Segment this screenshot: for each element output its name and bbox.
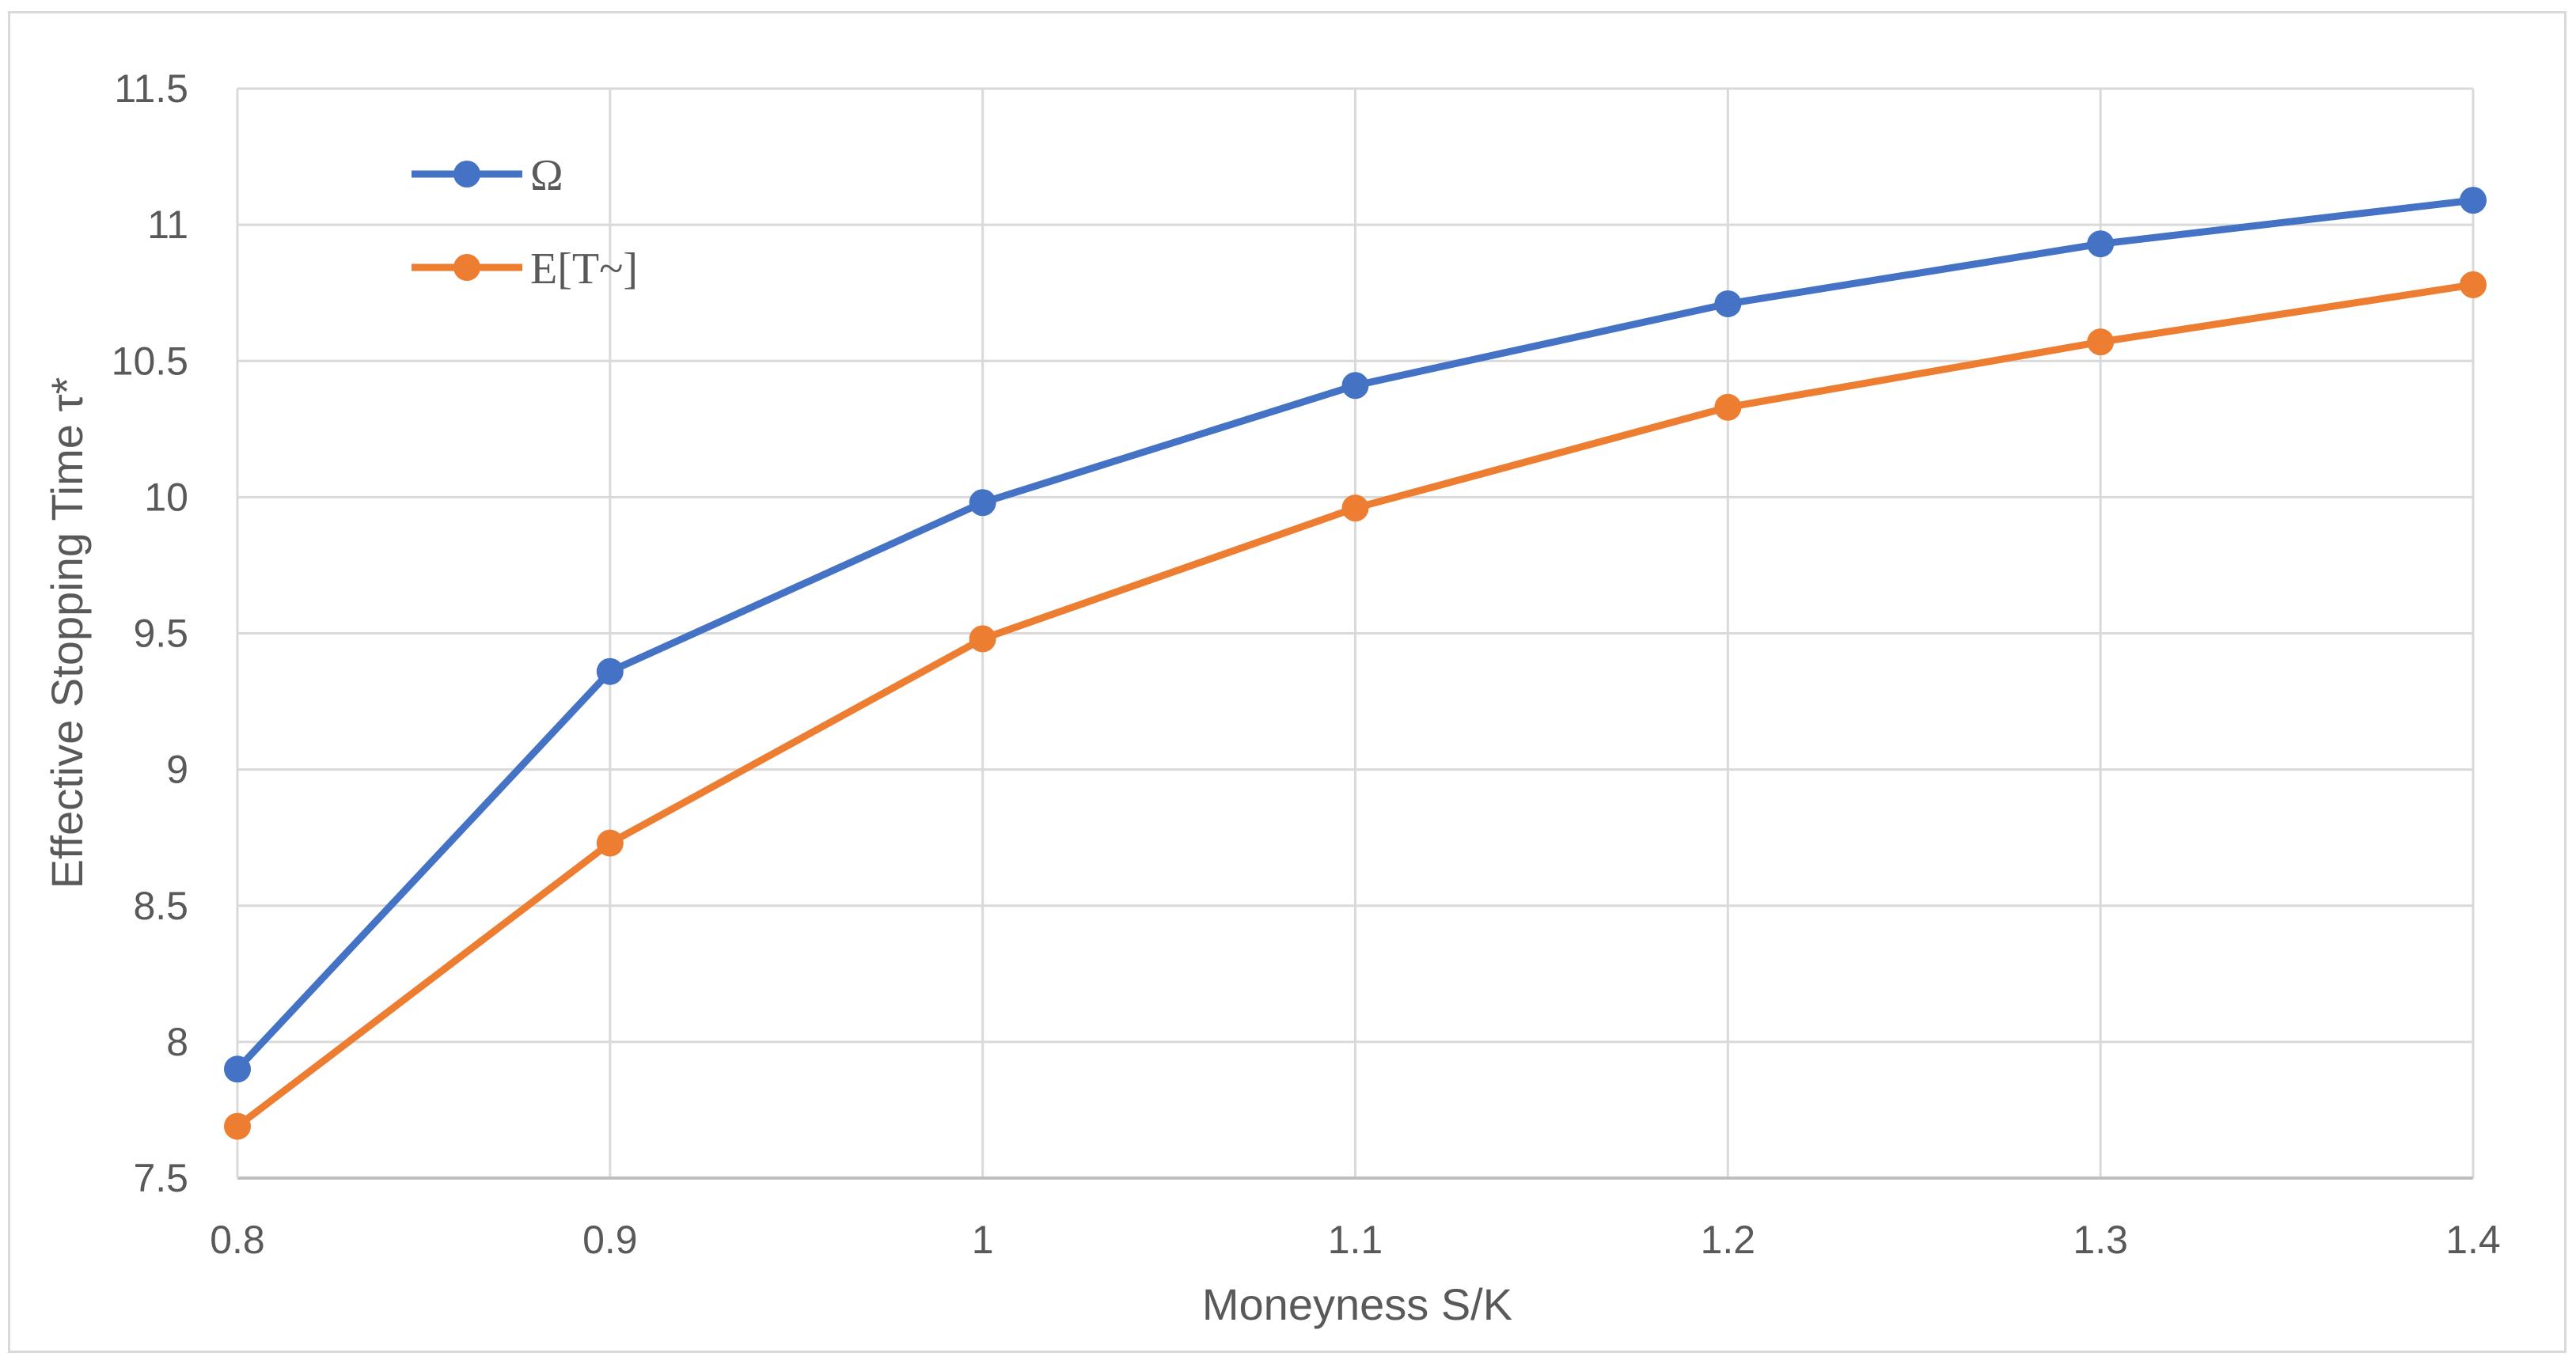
- y-tick-label: 9.5: [133, 612, 188, 656]
- x-tick-label: 1.4: [2445, 1218, 2501, 1262]
- y-axis-title: Effective Stopping Time τ*: [42, 377, 92, 889]
- legend-marker: [453, 254, 480, 281]
- legend-label: Ω: [530, 151, 563, 200]
- tick-labels: 7.5 8 8.5 9 9.5 10 10.5 11 11.5 0.8 0.9 1 1.1 1.2 1.3 1…: [112, 66, 2501, 1262]
- legend-item: E[T~]: [412, 244, 638, 294]
- data-point: [2087, 328, 2115, 356]
- axes: [236, 89, 2473, 1180]
- series-1: [224, 187, 2487, 1083]
- data-point: [2460, 271, 2487, 298]
- legend-marker: [453, 161, 480, 188]
- chart-frame: [8, 11, 2567, 1353]
- legend-label: E[T~]: [530, 244, 638, 294]
- data-point: [2087, 230, 2115, 258]
- data-point: [969, 489, 996, 517]
- y-tick-label: 10: [144, 475, 188, 519]
- x-tick-label: 1.3: [2073, 1218, 2128, 1262]
- y-tick-label: 7.5: [133, 1156, 188, 1200]
- x-tick-label: 1.2: [1701, 1218, 1756, 1262]
- y-tick-label: 9: [166, 748, 188, 792]
- legend: Ω E[T~]: [412, 151, 638, 294]
- data-point: [1714, 290, 1742, 317]
- data-point: [1341, 494, 1369, 522]
- data-point: [969, 625, 996, 653]
- x-axis-title: Moneyness S/K: [1202, 1279, 1512, 1329]
- y-tick-label: 11.5: [114, 66, 188, 111]
- series-2: [224, 271, 2487, 1140]
- y-tick-label: 11: [147, 203, 188, 247]
- x-tick-label: 0.8: [210, 1218, 265, 1262]
- data-point: [2460, 187, 2487, 214]
- data-point: [1714, 393, 1742, 421]
- data-point: [224, 1112, 251, 1140]
- data-point: [1341, 372, 1369, 400]
- data-point: [224, 1055, 251, 1083]
- y-tick-label: 8: [166, 1020, 188, 1064]
- data-point: [596, 657, 624, 685]
- x-tick-label: 1: [972, 1218, 994, 1262]
- y-tick-label: 8.5: [133, 884, 188, 928]
- legend-item: Ω: [412, 151, 563, 200]
- x-tick-label: 0.9: [582, 1218, 638, 1262]
- y-tick-label: 10.5: [112, 339, 188, 383]
- x-tick-label: 1.1: [1328, 1218, 1383, 1262]
- data-point: [596, 829, 624, 857]
- series-plot: [224, 187, 2487, 1140]
